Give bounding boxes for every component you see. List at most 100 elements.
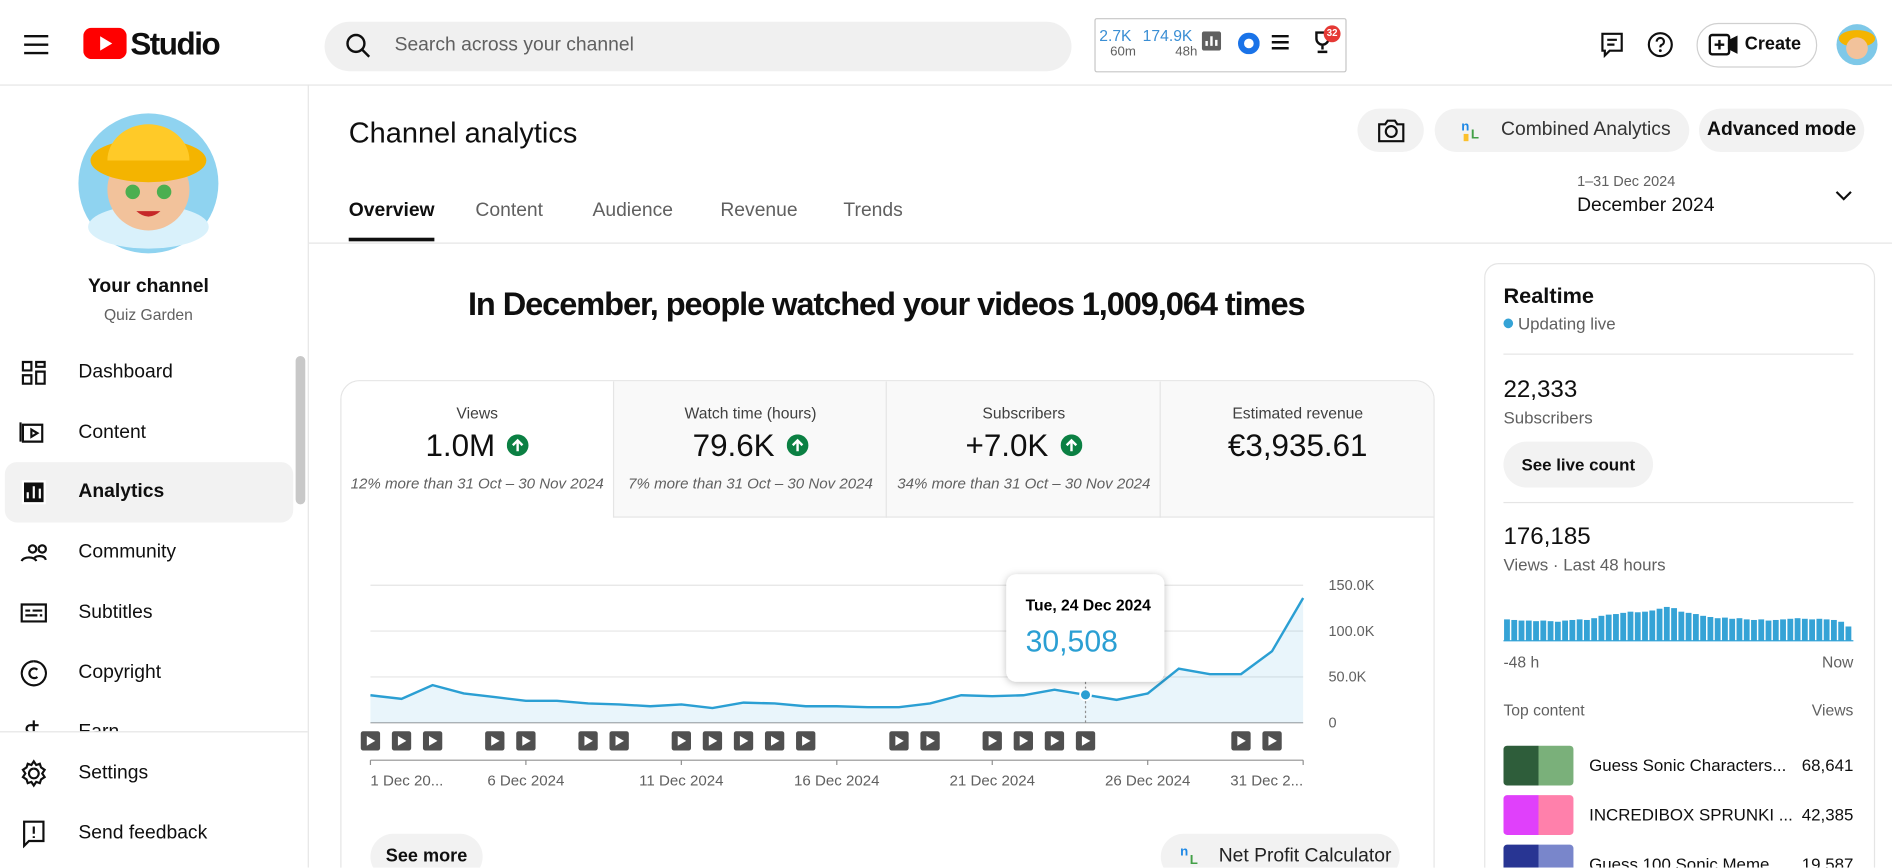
nav-item[interactable]: Subtitles [78,601,153,623]
subscriber-label: Subscribers [1503,407,1593,428]
tab[interactable]: Content [475,200,544,221]
views-count: 176,185 [1503,523,1591,551]
stat-period: 48h [1175,44,1198,60]
create-label[interactable]: Create [1744,33,1802,55]
metric-value-row: €3,935.61 [1161,430,1434,461]
svg-text:n: n [1461,118,1469,133]
metric-tab[interactable]: Estimated revenue €3,935.61 [1159,381,1434,518]
tab[interactable]: Revenue [720,200,798,221]
list-icon[interactable] [1271,34,1290,51]
create-icon [1708,33,1738,56]
content-views: 42,385 [1801,804,1854,825]
date-range[interactable]: 1–31 Dec 2024 [1577,172,1676,190]
nav-icon [21,360,46,385]
account-avatar[interactable] [1835,23,1878,66]
snapshot-button[interactable] [1357,108,1424,153]
metric-tabs: Views 1.0M 12% more than 31 Oct – 30 Nov 2… [341,381,1434,518]
stats-icon[interactable] [1201,31,1222,51]
nexlev-icon: nL [1180,844,1198,867]
trend-up-icon [1060,434,1083,457]
realtime-card [1484,263,1876,868]
nav-item[interactable]: Earn [78,722,119,731]
nav-icon [20,659,47,686]
menu-button[interactable] [22,31,51,58]
live-dot [1503,318,1514,329]
live-count-label[interactable]: See live count [1521,454,1636,475]
sidebar-footer: Settings Send feedback [0,743,308,864]
combined-analytics-button[interactable] [1434,108,1690,153]
nav-item[interactable]: Analytics [78,481,165,503]
nav-item[interactable]: Settings [78,762,149,784]
nav-item[interactable]: Community [78,541,177,563]
extension-icon[interactable] [1238,32,1260,55]
date-label[interactable]: December 2024 [1577,195,1715,216]
combined-analytics-label[interactable]: Combined Analytics [1501,119,1671,140]
content-title[interactable]: INCREDIBOX SPRUNKI ... [1589,804,1793,825]
search-icon [346,33,371,58]
nav-item[interactable]: Send feedback [78,822,208,844]
search-box[interactable] [324,21,1072,72]
divider [1503,353,1854,355]
content-title[interactable]: Guess Sonic Characters... [1589,755,1787,775]
logo-text[interactable]: Studio [130,25,220,62]
channel-name: Quiz Garden [103,305,193,324]
advanced-mode-label[interactable]: Advanced mode [1707,119,1857,140]
search-placeholder[interactable]: Search across your channel [394,34,634,56]
calculator-label[interactable]: Net Profit Calculator [1218,845,1392,867]
metric-label: Estimated revenue [1232,404,1364,423]
help-icon[interactable] [1647,31,1674,58]
sidebar-nav: Dashboard Content Analytics Community Subtit… [0,343,308,732]
live-status: Updating live [1517,313,1616,334]
metric-value-row: 79.6K [614,430,887,461]
nav-item[interactable]: Copyright [78,661,162,683]
advanced-mode-button[interactable] [1698,108,1865,153]
live-count-button[interactable] [1503,441,1654,488]
scrollbar [295,355,306,505]
nav-icon [21,759,47,788]
comments-icon[interactable] [1599,31,1626,58]
top-content: Guess Sonic Characters... 68,641 INCREDIBO… [1503,736,1853,868]
analytics-card: Views 1.0M 12% more than 31 Oct – 30 Nov 2… [340,380,1435,868]
channel-title: Your channel [87,276,209,297]
thumbnail[interactable] [1503,745,1574,786]
metric-tab[interactable]: Views 1.0M 12% more than 31 Oct – 30 Nov 2… [341,381,613,517]
thumbnail[interactable] [1503,795,1574,835]
channel-avatar[interactable] [77,112,219,254]
create-button[interactable] [1696,22,1818,68]
nav-divider [0,731,308,733]
metric-tab[interactable]: Subscribers +7.0K 34% more than 31 Oct – 3… [885,381,1161,518]
calculator-button[interactable] [1160,833,1400,868]
divider [1503,501,1854,504]
tab[interactable]: Audience [592,200,673,221]
nexlev-icon: nL [1461,118,1479,141]
see-more-button[interactable] [370,833,483,868]
logo-icon[interactable] [83,27,127,60]
date-dropdown[interactable] [1834,188,1853,202]
tab-bar: Overview Content Audience Revenue Trends [308,169,1892,244]
header [0,0,1892,86]
sidebar-divider [307,84,309,868]
nav-icon [21,480,46,505]
trend-up-icon [507,434,529,457]
nav-item[interactable]: Dashboard [78,361,173,383]
content-title[interactable]: Guess 100 Sonic Meme... [1589,854,1784,868]
spark-end: Now [1821,652,1854,671]
svg-text:L: L [1190,852,1198,867]
views-column: Views [1811,701,1854,720]
content-views: 19,587 [1801,854,1854,868]
metric-tab[interactable]: Watch time (hours) 79.6K 7% more than 31 O… [612,381,887,518]
nav-icon [25,720,39,732]
thumbnail[interactable] [1503,844,1574,868]
metric-value: 1.0M [425,427,496,464]
stat-period: 60m [1110,44,1136,60]
metric-note: 7% more than 31 Oct – 30 Nov 2024 [628,475,873,493]
tab[interactable]: Overview [348,200,435,221]
metric-note: 34% more than 31 Oct – 30 Nov 2024 [897,475,1151,493]
nav-icon [20,544,47,562]
stat-value: 174.9K [1142,26,1193,45]
realtime-title: Realtime [1503,283,1595,308]
see-more-label[interactable]: See more [385,845,468,867]
nav-item[interactable]: Content [78,421,147,443]
tab[interactable]: Trends [843,200,903,221]
